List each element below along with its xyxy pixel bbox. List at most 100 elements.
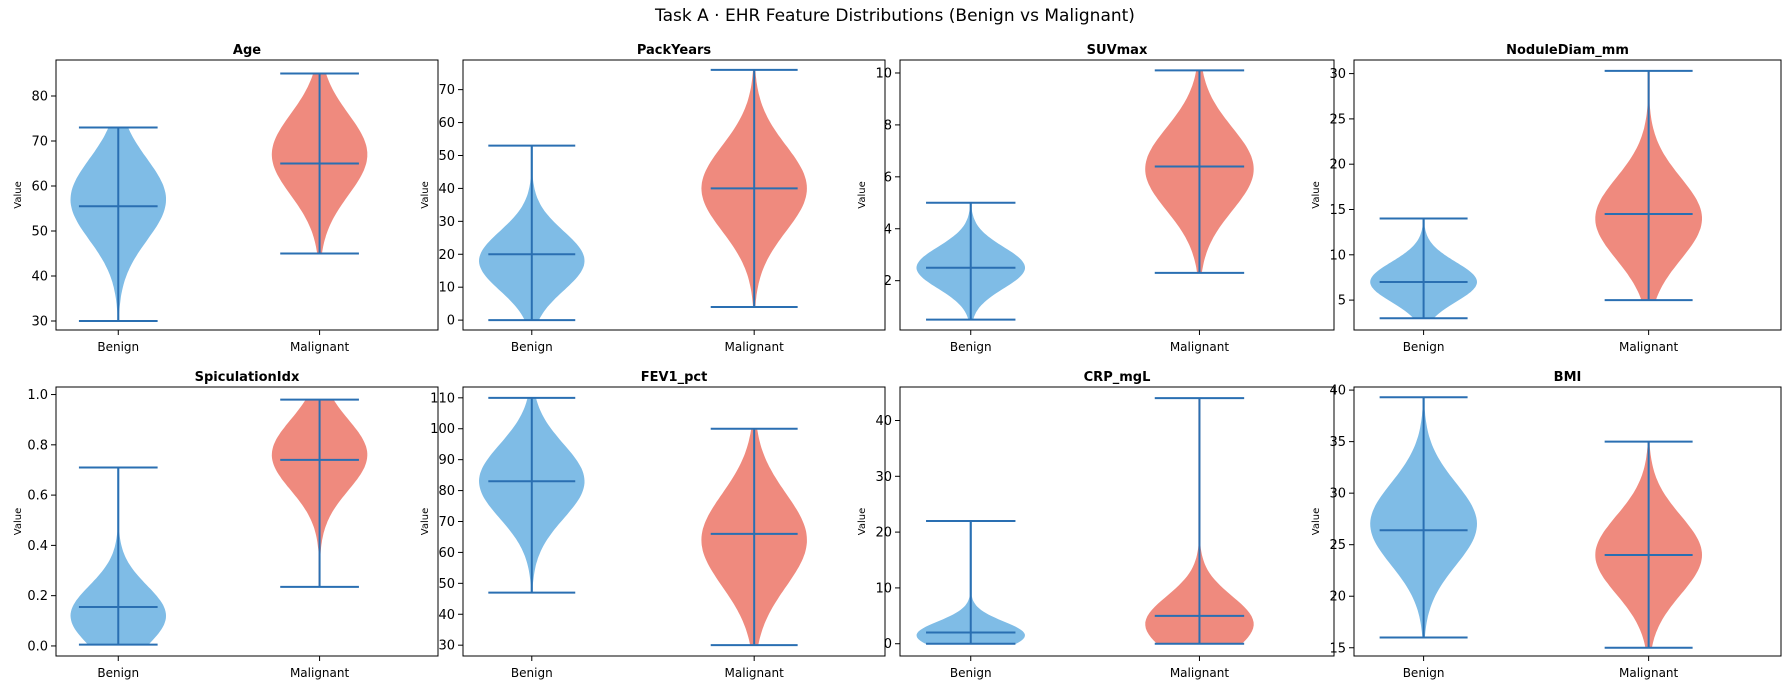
y-axis-label: Value [1311, 181, 1322, 208]
y-axis-label: Value [857, 508, 868, 535]
y-tick-label: 5 [1338, 294, 1346, 309]
y-tick-label: 40 [438, 608, 455, 623]
y-tick-label: 70 [438, 515, 455, 530]
y-tick-label: 20 [875, 526, 892, 541]
y-tick-label: 25 [1329, 112, 1346, 127]
x-tick-label: Malignant [1619, 340, 1679, 354]
panel-spiculationidx: 0.0 0.2 0.4 0.6 0.8 1.0 Benign Malignant Spicula… [13, 370, 439, 680]
y-tick-label: 80 [438, 484, 455, 499]
y-tick-label: 35 [1329, 435, 1346, 450]
axes-frame [55, 386, 439, 657]
y-tick-label: 1.0 [27, 388, 48, 403]
axes-frame [899, 59, 1335, 331]
y-tick-label: 20 [1329, 158, 1346, 173]
axes-frame [462, 59, 886, 331]
panel-suvmax: 2 4 6 8 10 Benign Malignant SUVmax Value [857, 43, 1335, 354]
x-tick-label: Benign [511, 666, 553, 680]
y-tick-label: 40 [875, 414, 892, 429]
y-tick-label: 8 [884, 118, 892, 133]
y-tick-label: 6 [884, 170, 892, 185]
y-tick-label: 50 [438, 577, 455, 592]
panel-title: PackYears [637, 43, 712, 58]
y-tick-label: 20 [1329, 590, 1346, 605]
y-tick-label: 100 [430, 422, 455, 437]
y-tick-label: 30 [875, 470, 892, 485]
y-tick-label: 0.8 [27, 438, 48, 453]
x-tick-label: Benign [511, 340, 553, 354]
panel-title: CRP_mgL [1084, 370, 1151, 385]
x-tick-label: Benign [97, 340, 139, 354]
panel-age: 30 40 50 60 70 80 Benign Malignant Age Value [13, 43, 439, 354]
y-tick-label: 30 [31, 315, 48, 330]
y-tick-label: 2 [884, 274, 892, 289]
panel-title: NoduleDiam_mm [1506, 43, 1629, 58]
y-tick-label: 10 [875, 581, 892, 596]
y-tick-label: 15 [1329, 641, 1346, 656]
y-tick-label: 0 [884, 637, 892, 652]
panel-nodulediam_mm: 5 10 15 20 25 30 Benign Malignant NoduleDiam_mm V… [1311, 43, 1782, 354]
y-tick-label: 70 [31, 135, 48, 150]
y-tick-label: 60 [31, 180, 48, 195]
x-tick-label: Malignant [1619, 666, 1679, 680]
y-tick-label: 30 [1329, 487, 1346, 502]
x-tick-label: Malignant [725, 666, 785, 680]
y-tick-label: 0.2 [27, 589, 48, 604]
panel-title: SpiculationIdx [195, 370, 300, 385]
figure-title: Task A · EHR Feature Distributions (Beni… [655, 6, 1135, 26]
x-tick-label: Malignant [290, 340, 350, 354]
x-tick-label: Malignant [1170, 340, 1230, 354]
y-tick-label: 10 [875, 66, 892, 81]
x-tick-label: Benign [1403, 666, 1445, 680]
y-tick-label: 10 [438, 281, 455, 296]
axes-frame [1353, 59, 1782, 331]
y-tick-label: 0 [447, 314, 455, 329]
y-tick-label: 15 [1329, 203, 1346, 218]
panel-packyears: 0 10 20 30 40 50 60 70 Benign Malignant PackYears V… [420, 43, 886, 354]
y-tick-label: 70 [438, 83, 455, 98]
x-tick-label: Malignant [725, 340, 785, 354]
y-tick-label: 4 [884, 222, 892, 237]
y-tick-label: 60 [438, 116, 455, 131]
y-tick-label: 50 [31, 225, 48, 240]
y-tick-label: 20 [438, 248, 455, 263]
y-axis-label: Value [420, 181, 431, 208]
y-axis-label: Value [857, 181, 868, 208]
y-tick-label: 110 [430, 391, 455, 406]
y-tick-label: 40 [1329, 384, 1346, 399]
y-tick-label: 30 [1329, 67, 1346, 82]
axes-frame [899, 386, 1335, 657]
y-tick-label: 60 [438, 546, 455, 561]
axes-frame [55, 59, 439, 331]
y-tick-label: 0.0 [27, 639, 48, 654]
x-tick-label: Benign [1403, 340, 1445, 354]
y-tick-label: 0.6 [27, 489, 48, 504]
y-axis-label: Value [1311, 508, 1322, 535]
y-tick-label: 90 [438, 453, 455, 468]
axes-frame [1353, 386, 1782, 657]
y-tick-label: 40 [438, 182, 455, 197]
y-tick-label: 0.4 [27, 539, 48, 554]
y-axis-label: Value [13, 181, 24, 208]
panel-title: SUVmax [1087, 43, 1148, 58]
x-tick-label: Malignant [1170, 666, 1230, 680]
panel-title: Age [233, 43, 261, 58]
y-tick-label: 40 [31, 270, 48, 285]
y-tick-label: 25 [1329, 538, 1346, 553]
y-axis-label: Value [13, 508, 24, 535]
x-tick-label: Malignant [290, 666, 350, 680]
y-tick-label: 30 [438, 639, 455, 654]
y-tick-label: 10 [1329, 248, 1346, 263]
panel-title: FEV1_pct [641, 370, 708, 385]
y-tick-label: 80 [31, 90, 48, 105]
panel-fev1_pct: 30 40 50 60 70 80 90 100 110 Benign Malignant FEV1_… [420, 370, 886, 680]
panel-crp_mgl: 0 10 20 30 40 Benign Malignant CRP_mgL Value [857, 370, 1335, 680]
x-tick-label: Benign [950, 666, 992, 680]
y-tick-label: 50 [438, 149, 455, 164]
y-axis-label: Value [420, 508, 431, 535]
y-tick-label: 30 [438, 215, 455, 230]
x-tick-label: Benign [950, 340, 992, 354]
panel-bmi: 15 20 25 30 35 40 Benign Malignant BMI Value [1311, 370, 1782, 680]
x-tick-label: Benign [97, 666, 139, 680]
panel-title: BMI [1554, 370, 1582, 385]
